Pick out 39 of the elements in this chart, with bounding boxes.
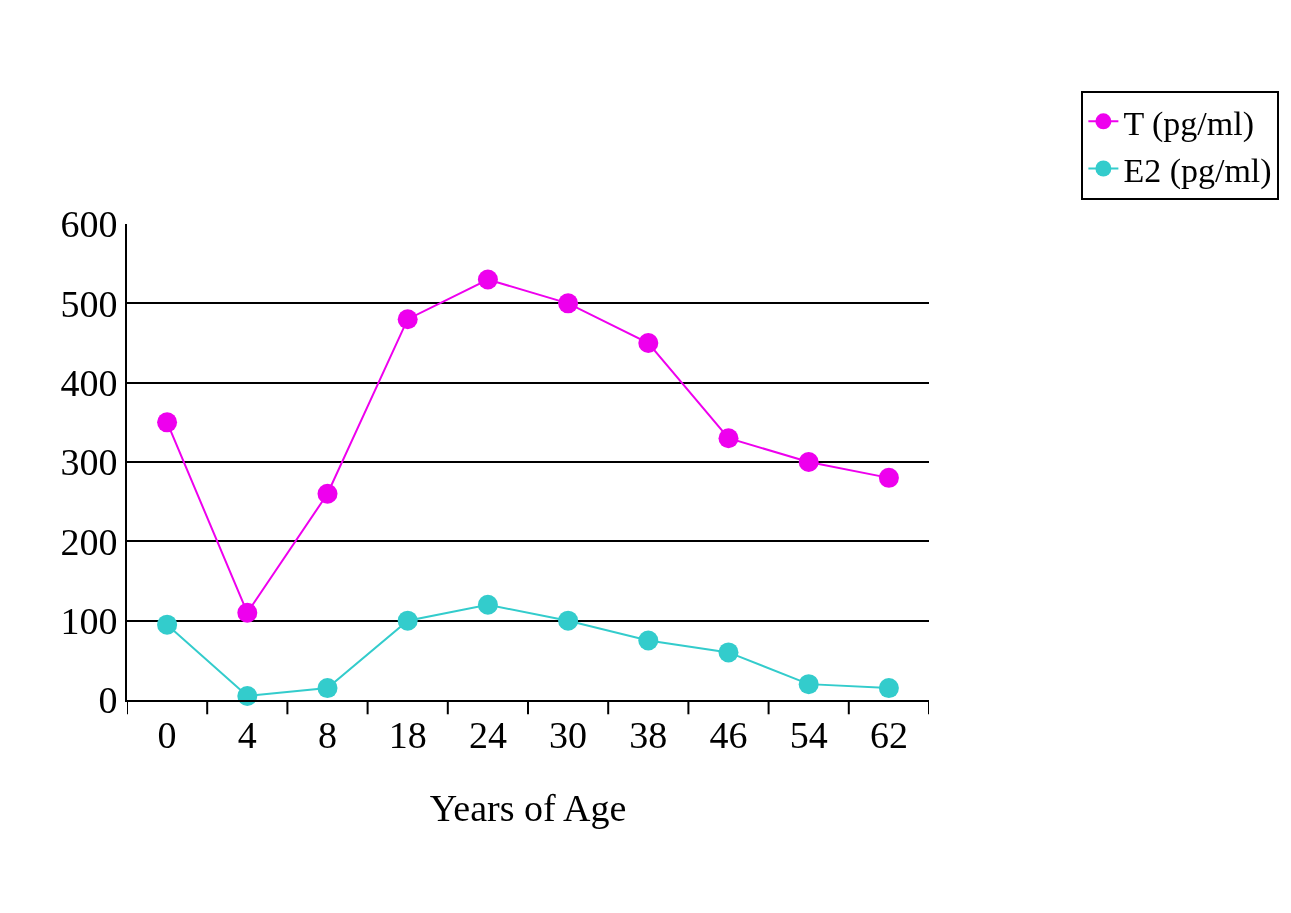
y-tick-label: 400	[60, 361, 118, 404]
x-tick-label: 4	[237, 713, 257, 756]
point	[558, 293, 579, 314]
x-tick-label: 8	[318, 713, 337, 756]
x-tick-label: 0	[157, 713, 177, 756]
x-tick-label: 24	[468, 713, 507, 756]
x-tick-label: 54	[789, 713, 828, 756]
point	[798, 674, 819, 695]
x-axis-title: Years of Age	[429, 787, 627, 830]
point	[718, 428, 739, 449]
point	[157, 412, 178, 433]
point	[317, 483, 338, 504]
point	[397, 309, 418, 330]
point	[878, 467, 899, 488]
legend-label: E2 (pg/ml)	[1123, 151, 1272, 190]
point	[237, 602, 258, 623]
x-tick-label: 62	[869, 713, 908, 756]
x-tick-label: 30	[549, 713, 588, 756]
y-tick-label: 0	[98, 679, 118, 722]
y-tick-label: 200	[60, 520, 118, 563]
point	[157, 614, 178, 635]
point	[397, 610, 418, 631]
y-tick-label: 500	[60, 282, 118, 325]
point	[477, 269, 498, 290]
point	[878, 678, 899, 699]
point	[558, 610, 579, 631]
point	[638, 630, 659, 651]
point	[638, 333, 659, 353]
y-tick-label: 300	[60, 441, 118, 484]
x-tick-label: 38	[629, 713, 668, 756]
y-tick-label: 600	[60, 203, 118, 246]
y-tick-label: 100	[60, 599, 118, 642]
x-tick-label: 18	[388, 713, 427, 756]
x-tick-label: 46	[709, 713, 748, 756]
legend-label: T (pg/ml)	[1123, 104, 1255, 143]
point	[317, 678, 338, 699]
point	[798, 452, 819, 472]
point	[718, 642, 739, 663]
point	[477, 594, 498, 615]
